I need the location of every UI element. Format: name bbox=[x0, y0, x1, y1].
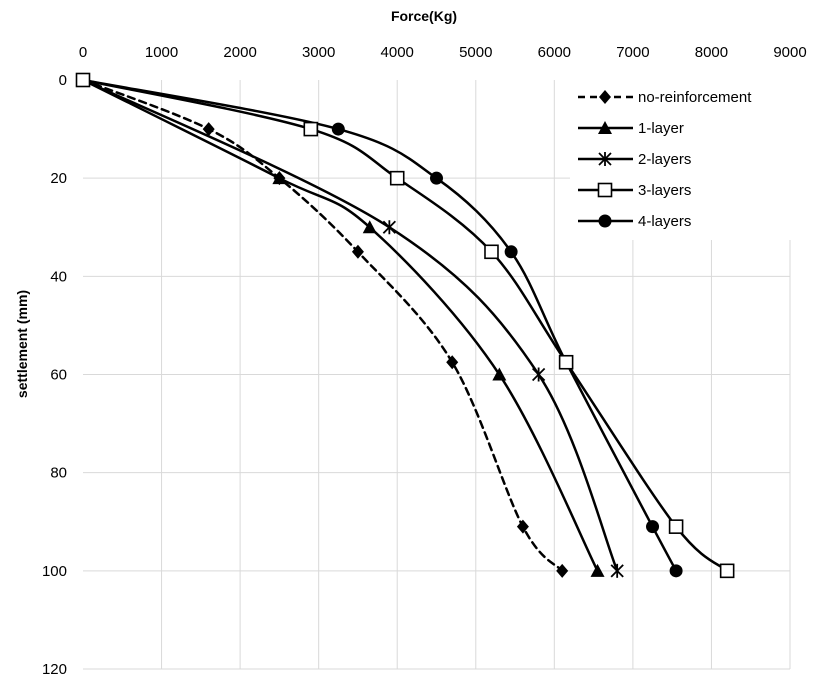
x-tick-label: 8000 bbox=[695, 44, 728, 61]
data-point-1-layer bbox=[362, 220, 377, 234]
x-tick-label: 4000 bbox=[381, 44, 414, 61]
legend-marker-3-layers bbox=[597, 182, 613, 198]
data-point-3-layers bbox=[668, 519, 684, 534]
x-tick-label: 0 bbox=[79, 44, 87, 61]
data-point-4-layers bbox=[331, 122, 345, 136]
legend-marker-no-reinforcement bbox=[599, 90, 611, 104]
series-line-2-layers bbox=[81, 78, 619, 573]
data-point-2-layers bbox=[610, 563, 624, 578]
y-axis-title: settlement (mm) bbox=[14, 290, 30, 398]
x-tick-label: 9000 bbox=[773, 44, 806, 61]
y-tick-label: 60 bbox=[50, 367, 67, 384]
y-tick-label: 40 bbox=[50, 268, 67, 285]
y-tick-label: 100 bbox=[42, 563, 67, 580]
legend-item-4-layers: 4-layers bbox=[578, 213, 691, 230]
data-point-1-layer bbox=[590, 563, 605, 577]
data-point-1-layer bbox=[272, 171, 287, 185]
series-line-4-layers bbox=[81, 78, 678, 573]
legend-item-no-reinforcement: no-reinforcement bbox=[578, 89, 752, 106]
legend-item-3-layers: 3-layers bbox=[578, 182, 691, 199]
x-tick-label: 5000 bbox=[459, 44, 492, 61]
series-line-1-layer bbox=[81, 78, 599, 573]
legend-label: 1-layer bbox=[638, 120, 684, 137]
data-point-3-layers bbox=[484, 244, 499, 260]
x-axis-title: Force(Kg) bbox=[391, 8, 457, 24]
data-point-4-layers bbox=[646, 520, 660, 534]
data-point-4-layers bbox=[430, 171, 443, 185]
y-tick-label: 20 bbox=[50, 170, 67, 187]
legend-label: 3-layers bbox=[638, 182, 691, 199]
series bbox=[75, 72, 735, 579]
x-tick-label: 3000 bbox=[302, 44, 335, 61]
tick-labels: 0 1000 2000 3000 4000 5000 6000 7000 8000 9000 0 20… bbox=[42, 44, 807, 678]
x-tick-label: 2000 bbox=[223, 44, 256, 61]
legend-item-2-layers: 2-layers bbox=[578, 151, 691, 168]
data-point-3-layers bbox=[389, 170, 405, 186]
legend-marker-1-layer bbox=[598, 121, 612, 134]
data-point-no-reinforcement bbox=[446, 355, 459, 370]
x-tick-label: 1000 bbox=[145, 44, 178, 61]
data-point-3-layers bbox=[75, 72, 91, 88]
legend-label: no-reinforcement bbox=[638, 89, 752, 106]
data-point-4-layers bbox=[504, 245, 518, 259]
data-point-no-reinforcement bbox=[556, 563, 569, 578]
data-point-4-layers bbox=[669, 564, 683, 578]
data-point-no-reinforcement bbox=[351, 244, 364, 259]
legend-label: 2-layers bbox=[638, 151, 691, 168]
y-tick-label: 80 bbox=[50, 465, 67, 482]
legend-label: 4-layers bbox=[638, 213, 691, 230]
data-point-no-reinforcement bbox=[516, 519, 529, 534]
legend-marker-2-layers bbox=[598, 152, 612, 166]
legend-item-1-layer: 1-layer bbox=[578, 120, 684, 137]
data-point-2-layers bbox=[382, 220, 397, 235]
y-tick-label: 0 bbox=[59, 72, 67, 89]
data-point-no-reinforcement bbox=[202, 122, 215, 137]
data-point-1-layer bbox=[492, 367, 507, 381]
series-3-layers bbox=[75, 72, 735, 579]
legend-marker-4-layers bbox=[598, 214, 612, 228]
legend: no-reinforcement 1-layer 2-layers 3-layers 4… bbox=[570, 80, 792, 240]
data-point-3-layers bbox=[558, 354, 574, 370]
x-tick-label: 6000 bbox=[538, 44, 571, 61]
data-point-2-layers bbox=[531, 367, 546, 382]
x-tick-label: 7000 bbox=[616, 44, 649, 61]
data-point-3-layers bbox=[719, 563, 735, 579]
data-point-3-layers bbox=[303, 121, 319, 137]
y-tick-label: 120 bbox=[42, 661, 67, 678]
